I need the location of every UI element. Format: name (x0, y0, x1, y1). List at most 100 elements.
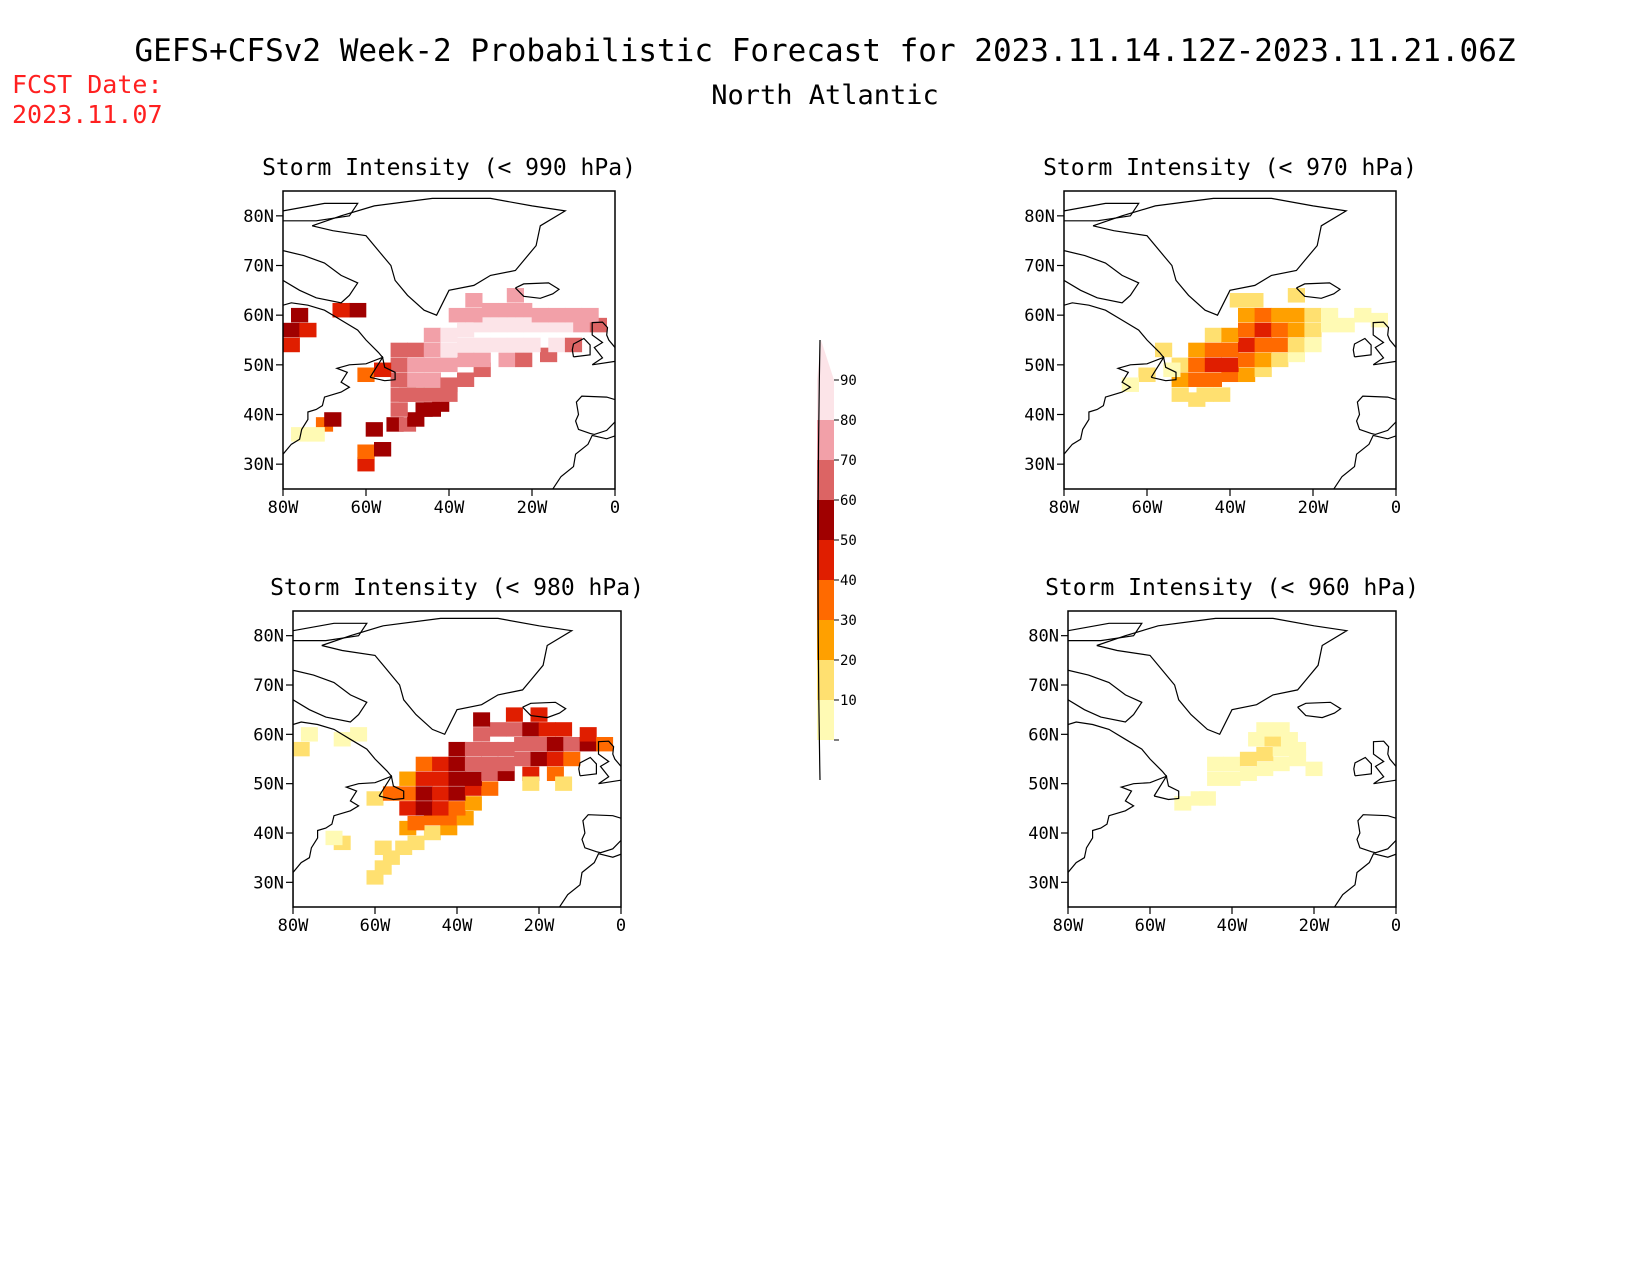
probability-cell (1204, 357, 1222, 373)
probability-cell (1239, 751, 1257, 767)
coastline-iberia (1356, 814, 1396, 854)
probability-cell (1207, 756, 1225, 772)
colorbar-label: 20 (840, 653, 857, 669)
probability-cell (1174, 796, 1192, 811)
probability-cell (293, 741, 310, 757)
probability-cell (1223, 756, 1241, 772)
probability-cell (506, 337, 524, 353)
lon-label: 60W (1132, 498, 1163, 518)
probability-cell (465, 307, 483, 323)
coastline-ellesmere (283, 202, 359, 222)
probability-cell (432, 801, 450, 816)
coastline-greenland (1096, 617, 1349, 736)
lon-label: 20W (1299, 916, 1330, 936)
probability-cell (581, 307, 599, 323)
probability-field (1121, 288, 1388, 407)
probability-cell (515, 352, 533, 368)
probability-cell (374, 362, 392, 378)
probability-cell (448, 786, 466, 801)
probability-cell (548, 307, 566, 323)
probability-cell (1304, 337, 1322, 353)
probability-cell (407, 815, 425, 831)
probability-cell (473, 337, 491, 353)
probability-cell (473, 712, 491, 727)
lon-label: 80W (268, 498, 299, 518)
coastline-iceland (522, 701, 567, 719)
coastline-britain (1372, 740, 1396, 785)
map-panel: Storm Intensity (< 960 hPa) 80N 70N 60N 50N 4… (1028, 575, 1419, 936)
probability-cell (1138, 367, 1156, 383)
coastline-newfoundland (1153, 774, 1180, 801)
probability-cell (1287, 307, 1305, 323)
coastline-labrador (293, 721, 393, 907)
lon-label: 80W (278, 916, 309, 936)
lat-label: 80N (1024, 207, 1055, 227)
coastline-baffin (293, 669, 368, 723)
fcst-date-value: 2023.11.07 (12, 100, 163, 129)
probability-cell (457, 352, 475, 368)
lon-label: 20W (1298, 498, 1329, 518)
coastline-labrador (283, 302, 384, 489)
colorbar-label: 70 (840, 453, 857, 469)
lat-label: 80N (253, 627, 284, 647)
coastline-newfoundland (369, 355, 396, 382)
colorbar-swatch (817, 540, 834, 580)
probability-cell (1238, 352, 1256, 368)
probability-cell (448, 741, 466, 757)
probability-cell (407, 387, 425, 402)
probability-cell (457, 322, 475, 338)
colorbar-swatch (817, 380, 834, 420)
probability-cell (1213, 387, 1231, 402)
probability-cell (350, 727, 368, 742)
fcst-date-label: FCST Date: (12, 70, 163, 99)
probability-cell (440, 342, 458, 358)
coastline-africa (558, 853, 621, 907)
page-title: GEFS+CFSv2 Week-2 Probabilistic Forecast… (134, 33, 1515, 69)
probability-cell (481, 741, 499, 757)
panel-title: Storm Intensity (< 980 hPa) (270, 575, 644, 601)
lat-label: 50N (243, 356, 274, 376)
probability-cell (374, 442, 392, 457)
probability-cell (457, 337, 475, 353)
probability-cell (357, 444, 375, 460)
coastline-newfoundland (378, 774, 405, 801)
probability-cell (1271, 322, 1289, 338)
probability-field (1174, 722, 1323, 811)
probability-cell (1196, 387, 1214, 402)
probability-cell (515, 302, 533, 318)
probability-cell (325, 830, 343, 846)
coastline-newfoundland (1150, 355, 1177, 382)
probability-cell (1272, 756, 1290, 772)
coastline-ireland (1353, 756, 1373, 777)
colorbar-label: 80 (840, 413, 857, 429)
lat-label: 70N (243, 257, 274, 277)
probability-cell (423, 825, 441, 841)
probability-cell (1321, 307, 1339, 323)
lon-label: 20W (517, 498, 548, 518)
coastline-ireland (1352, 337, 1372, 358)
coastline (1064, 197, 1396, 489)
probability-cell (1188, 357, 1206, 373)
probability-cell (1304, 307, 1322, 323)
coastline-ireland (578, 756, 598, 777)
coastline-greenland (1092, 197, 1348, 316)
probability-cell (423, 387, 441, 402)
probability-cell (291, 307, 309, 323)
probability-cell (522, 776, 540, 791)
coastline-labrador (1064, 302, 1165, 489)
probability-cell (505, 707, 523, 722)
lat-label: 30N (1024, 455, 1055, 475)
colorbar-swatch (817, 700, 834, 740)
probability-cell (555, 776, 573, 791)
probability-cell (448, 801, 466, 816)
probability-cell (357, 456, 375, 472)
probability-cell (530, 736, 548, 752)
probability-cell (1223, 771, 1241, 786)
probability-cell (1239, 766, 1257, 782)
probability-cell (498, 352, 516, 368)
probability-cell (489, 722, 507, 737)
probability-cell (1238, 322, 1256, 338)
probability-cell (505, 722, 523, 737)
probability-cell (531, 307, 549, 323)
lat-label: 70N (1028, 676, 1059, 696)
